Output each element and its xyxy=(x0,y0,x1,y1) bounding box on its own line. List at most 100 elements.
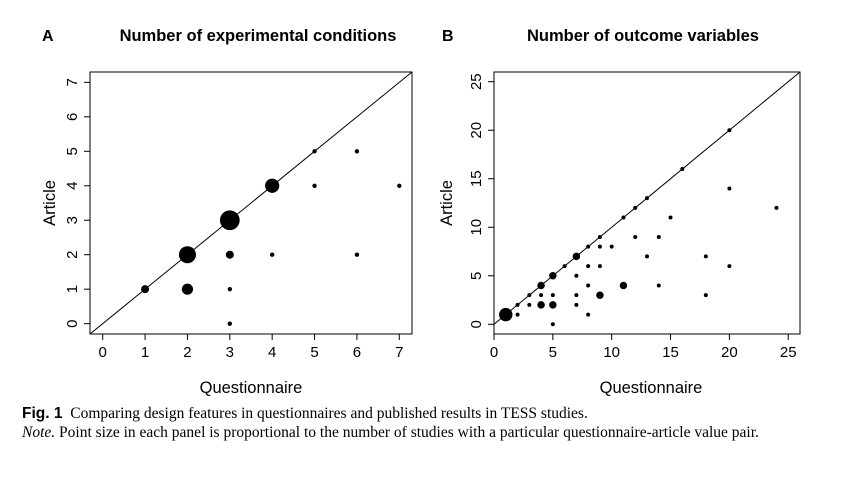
x-tick-label: 10 xyxy=(603,344,620,361)
data-point xyxy=(312,183,317,188)
data-point xyxy=(537,281,545,290)
x-tick-label: 5 xyxy=(549,344,557,361)
panel-a-plot-frame xyxy=(89,71,413,335)
x-tick-label: 5 xyxy=(310,344,318,361)
data-point xyxy=(586,283,591,288)
data-point xyxy=(703,293,708,298)
x-tick-label: 3 xyxy=(226,344,234,361)
data-point xyxy=(656,234,661,239)
data-point xyxy=(609,244,614,249)
panel-b-title: Number of outcome variables xyxy=(527,27,759,45)
panel-a-x-axis-label: Questionnaire xyxy=(200,379,303,397)
y-tick-label: 4 xyxy=(64,182,81,190)
data-point xyxy=(219,210,240,231)
data-point xyxy=(597,244,602,249)
panel-b-x-axis-label: Questionnaire xyxy=(600,379,703,397)
data-point xyxy=(397,183,402,188)
data-point xyxy=(633,234,638,239)
data-point xyxy=(549,301,557,309)
y-tick-label: 0 xyxy=(468,320,485,328)
caption-note-label: Note. xyxy=(22,424,56,441)
diagonal-line xyxy=(89,71,413,335)
x-tick-label: 25 xyxy=(780,344,797,361)
data-point xyxy=(181,283,194,295)
x-tick-label: 6 xyxy=(353,344,361,361)
data-point xyxy=(586,264,591,269)
y-tick-label: 2 xyxy=(64,251,81,259)
panel-b-y-axis-label: Article xyxy=(438,180,456,226)
data-point xyxy=(499,307,513,322)
data-point xyxy=(550,293,555,298)
data-point xyxy=(680,167,685,172)
x-tick-label: 20 xyxy=(721,344,738,361)
data-point xyxy=(668,215,673,220)
data-point xyxy=(539,293,544,298)
y-tick-label: 15 xyxy=(468,170,485,187)
data-point xyxy=(586,244,591,249)
x-tick-label: 2 xyxy=(183,344,191,361)
data-point xyxy=(354,252,360,257)
data-point xyxy=(527,293,532,298)
data-point xyxy=(586,312,591,317)
figure: A Number of experimental conditions 0 1 2 3… xyxy=(41,27,801,397)
y-tick-label: 10 xyxy=(468,219,485,236)
y-tick-label: 6 xyxy=(64,113,81,121)
y-tick-label: 1 xyxy=(64,285,81,293)
caption-text: Comparing design features in questionnai… xyxy=(70,405,588,422)
data-point xyxy=(645,196,649,201)
data-point xyxy=(550,322,555,327)
data-point xyxy=(572,252,581,261)
x-tick-label: 4 xyxy=(268,344,276,361)
data-point xyxy=(537,301,545,309)
data-point xyxy=(727,186,732,191)
y-tick-label: 5 xyxy=(468,272,485,280)
x-tick-label: 15 xyxy=(662,344,679,361)
x-tick-label: 1 xyxy=(141,344,149,361)
data-point xyxy=(656,283,661,288)
data-point xyxy=(269,252,275,257)
data-point xyxy=(574,293,579,298)
data-point xyxy=(141,285,150,294)
data-point xyxy=(549,272,557,280)
x-tick-label: 0 xyxy=(99,344,107,361)
y-tick-label: 7 xyxy=(64,78,81,86)
panel-b-label: B xyxy=(442,28,454,45)
data-point xyxy=(574,302,579,307)
data-point xyxy=(354,149,360,154)
data-point xyxy=(265,178,280,193)
panel-a-y-axis-label: Article xyxy=(41,180,59,226)
data-point xyxy=(597,234,602,239)
data-point xyxy=(597,264,602,269)
data-point xyxy=(774,205,779,210)
data-point xyxy=(515,302,520,307)
data-point xyxy=(633,205,638,210)
data-point xyxy=(227,286,233,292)
panel-a: A Number of experimental conditions 0 1 2 3… xyxy=(41,27,413,397)
data-point xyxy=(227,321,233,326)
data-point xyxy=(645,254,649,259)
panel-b: B Number of outcome variables 0 5 10 15 20 25… xyxy=(438,27,801,397)
figure-caption: Fig. 1 Comparing design features in ques… xyxy=(22,404,842,442)
data-point xyxy=(527,302,532,307)
data-point xyxy=(515,312,520,317)
caption-note-text: Point size in each panel is proportional… xyxy=(59,424,759,441)
y-tick-label: 20 xyxy=(468,122,485,139)
x-tick-label: 0 xyxy=(490,344,498,361)
panel-b-plot-frame xyxy=(493,71,801,335)
x-tick-label: 7 xyxy=(395,344,403,361)
data-point xyxy=(178,246,196,264)
data-point xyxy=(596,291,604,299)
data-point xyxy=(574,273,579,278)
data-point xyxy=(727,264,732,269)
data-point xyxy=(727,128,732,133)
caption-fig-label: Fig. 1 xyxy=(22,405,63,422)
data-point xyxy=(621,215,626,220)
data-point xyxy=(225,250,234,259)
y-tick-label: 3 xyxy=(64,216,81,224)
data-point xyxy=(312,149,317,154)
data-point xyxy=(703,254,708,259)
data-point xyxy=(619,281,628,290)
y-tick-label: 5 xyxy=(64,147,81,155)
y-tick-label: 25 xyxy=(468,73,485,90)
y-tick-label: 0 xyxy=(64,319,81,327)
